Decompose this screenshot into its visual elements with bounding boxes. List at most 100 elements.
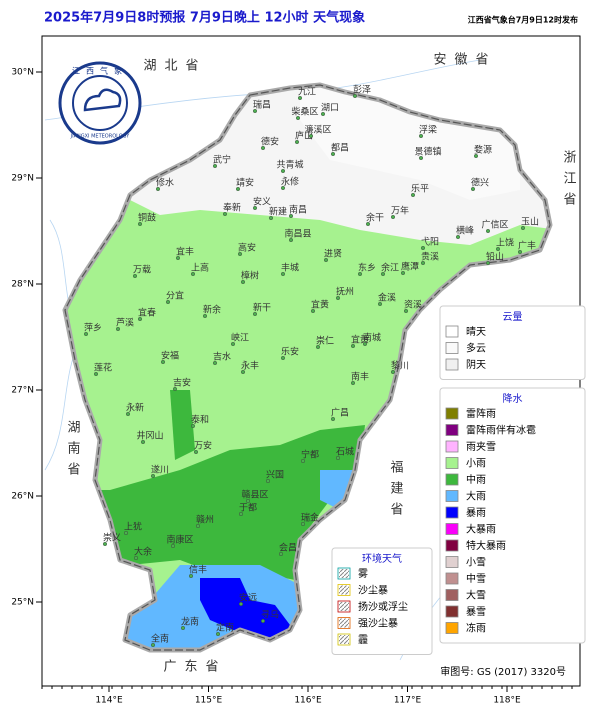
city-label: 安远 <box>239 592 257 604</box>
city-marker <box>521 225 526 230</box>
city-label: 修水 <box>156 177 174 189</box>
city-label: 黎川 <box>391 360 409 372</box>
city-label: 武宁 <box>213 154 231 166</box>
city-label: 崇仁 <box>316 335 334 347</box>
city-marker <box>269 215 274 220</box>
city-label: 会昌 <box>279 542 297 554</box>
legend-label: 冻雨 <box>466 622 486 635</box>
legend-box <box>331 547 433 655</box>
city-label: 铜鼓 <box>138 212 156 224</box>
legend-swatch <box>445 440 459 453</box>
city-label: 赣州 <box>196 514 214 526</box>
city-label: 上犹 <box>124 522 142 533</box>
city-label: 彭泽 <box>353 84 371 96</box>
province-label: 浙江省 <box>561 150 577 213</box>
city-marker <box>411 192 416 197</box>
city-marker <box>140 440 145 445</box>
city-marker <box>83 332 88 337</box>
legend-label: 暴雪 <box>466 606 486 618</box>
x-tick-label: 115°E <box>195 696 223 706</box>
x-tick-label: 114°E <box>95 696 123 706</box>
city-marker <box>137 317 142 322</box>
city-marker <box>172 387 177 392</box>
city-label: 樟树 <box>241 270 259 282</box>
city-marker <box>295 139 300 144</box>
city-marker <box>486 261 491 266</box>
city-marker <box>486 228 491 233</box>
province-label: 广东省 <box>163 660 226 675</box>
city-marker <box>175 256 180 261</box>
city-label: 抚州 <box>336 286 354 298</box>
legend-label: 小雨 <box>466 458 486 470</box>
legend-label: 沙尘暴 <box>358 585 388 597</box>
city-label: 贵溪 <box>421 251 439 263</box>
city-label: 南康区 <box>166 534 193 546</box>
legend-label: 中雪 <box>466 572 486 585</box>
city-marker <box>474 153 479 158</box>
city-marker <box>238 602 243 607</box>
city-marker <box>252 205 257 210</box>
legend-pattern <box>339 569 349 578</box>
city-label: 广昌 <box>331 407 349 419</box>
moderate-rain <box>65 425 365 580</box>
city-label: 湖口 <box>321 103 339 114</box>
city-marker <box>298 95 303 100</box>
city-marker <box>180 626 185 631</box>
legend-swatch <box>445 506 459 519</box>
city-label: 萍乡 <box>84 323 102 334</box>
city-label: 寻乌 <box>261 609 279 621</box>
city-marker <box>351 344 356 349</box>
legend-pattern <box>339 635 349 644</box>
title: 2025年7月9日8时预报 7月9日晚上 12小时 天气现象 <box>44 10 365 26</box>
city-label: 庐山 <box>295 130 313 142</box>
legend-label: 小雪 <box>466 557 486 569</box>
legend-swatch <box>445 342 459 354</box>
city-marker <box>202 314 207 319</box>
city-marker <box>125 412 130 417</box>
city-label: 南昌县 <box>284 228 311 240</box>
city-label: 新余 <box>203 304 221 316</box>
city-label: 景德镇 <box>414 146 441 158</box>
legend-swatch <box>445 572 459 585</box>
legend-label: 暴雨 <box>466 507 486 519</box>
legend-swatch <box>445 424 459 436</box>
legend-swatch <box>445 589 459 601</box>
city-label: 安义 <box>253 196 271 208</box>
city-label: 石城 <box>336 447 354 458</box>
publisher: 江西省气象台7月9日12时发布 <box>468 15 578 25</box>
x-tick-label: 118°E <box>493 696 521 706</box>
city-label: 宜春 <box>138 307 156 319</box>
city-marker <box>419 155 424 160</box>
city-marker <box>132 274 137 279</box>
legend-swatch <box>445 622 459 634</box>
legend-pattern <box>339 585 349 595</box>
city-label: 丰城 <box>281 262 299 274</box>
city-marker <box>363 342 368 347</box>
legend-label: 雨夹雪 <box>466 440 496 453</box>
city-marker <box>123 531 128 536</box>
city-marker <box>351 381 356 386</box>
y-tick-label: 29°N <box>11 174 34 184</box>
y-tick-label: 25°N <box>11 598 34 608</box>
city-label: 靖安 <box>236 177 254 189</box>
rainstorm <box>200 578 290 645</box>
city-label: 宜黄 <box>311 299 329 311</box>
city-label: 宜丰 <box>176 246 194 258</box>
city-label: 乐安 <box>281 346 299 358</box>
legend-swatch <box>445 407 459 420</box>
province-label: 福建省 <box>388 460 404 523</box>
city-label: 余干 <box>366 212 384 224</box>
legend-swatch <box>445 473 459 486</box>
city-label: 万年 <box>391 205 409 217</box>
city-label: 上饶 <box>496 237 514 249</box>
city-label: 宜黄 <box>351 334 369 346</box>
city-label: 崇义 <box>103 533 121 544</box>
city-label: 龙南 <box>181 616 199 628</box>
city-label: 鹰潭 <box>401 261 419 273</box>
city-marker <box>261 619 266 624</box>
city-label: 进贤 <box>324 249 342 260</box>
city-marker <box>301 459 306 464</box>
city-label: 峡江 <box>231 332 249 344</box>
city-label: 永丰 <box>241 360 259 372</box>
city-marker <box>238 512 243 517</box>
